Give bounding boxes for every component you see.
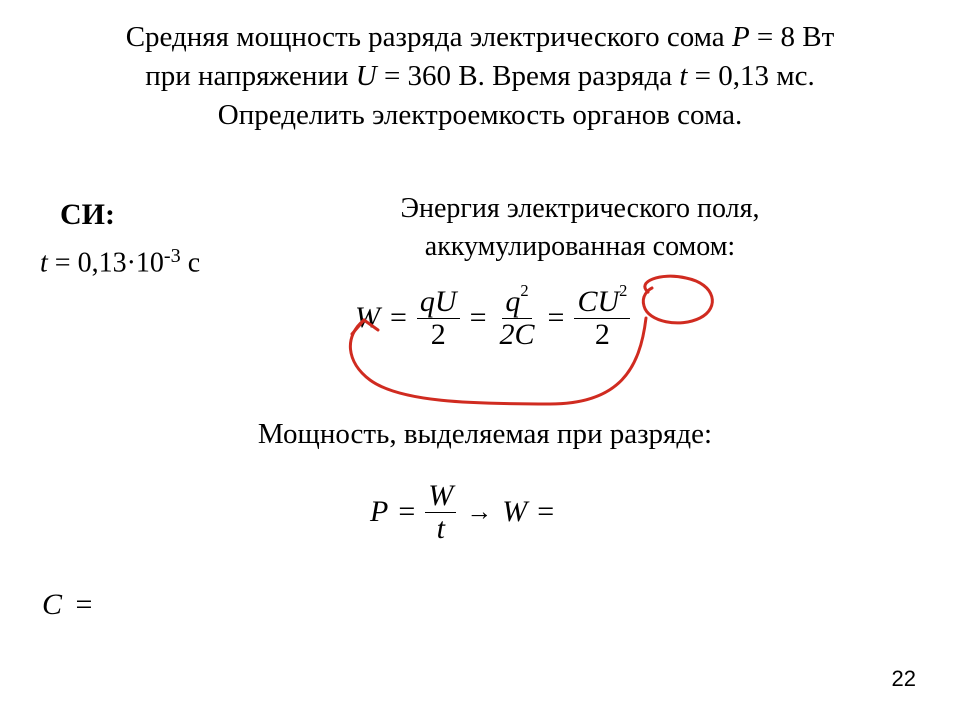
var-W: W — [355, 301, 380, 335]
equals: = — [537, 495, 554, 529]
denominator: 2 — [428, 319, 449, 351]
capacitance-line: C = — [42, 588, 92, 622]
var-t: t — [40, 247, 48, 278]
text: = 0,13·10 — [48, 247, 164, 278]
arrow-icon: → — [466, 497, 492, 527]
var-U: U — [356, 60, 377, 92]
si-value: t = 0,13·10-3 с — [40, 244, 200, 279]
var-P: P — [370, 495, 388, 529]
text: Средняя мощность разряда электрического … — [126, 21, 732, 53]
numerator: CU2 — [574, 286, 630, 319]
text: = 8 Вт — [750, 21, 835, 53]
unit: с — [181, 247, 200, 278]
page-number: 22 — [892, 666, 916, 692]
text: при напряжении — [145, 60, 356, 92]
text: Определить электроемкость органов сома. — [218, 99, 742, 131]
equals: = — [398, 495, 415, 529]
text: аккумулированная сомом: — [425, 231, 735, 262]
equals: = — [470, 301, 487, 335]
fraction-q2-2C: q2 2C — [497, 286, 538, 350]
numerator: qU — [417, 286, 460, 319]
var-P: P — [732, 21, 750, 53]
text: = 0,13 мс. — [687, 60, 814, 92]
power-equation: P = W t → W = — [370, 480, 554, 544]
fraction-CU2-2: CU2 2 — [574, 286, 630, 350]
fraction-W-t: W t — [425, 480, 456, 544]
equals: = — [548, 301, 565, 335]
denominator: t — [434, 513, 448, 545]
text: = 360 В. Время разряда — [377, 60, 680, 92]
numerator: W — [425, 480, 456, 513]
energy-caption: Энергия электрического поля, аккумулиров… — [300, 190, 860, 266]
power-caption: Мощность, выделяемая при разряде: — [175, 418, 795, 451]
equals: = — [76, 588, 93, 621]
energy-equation: W = qU 2 = q2 2C = CU2 2 — [355, 286, 630, 350]
var-W: W — [502, 495, 527, 529]
denominator: 2C — [497, 319, 538, 351]
equals: = — [390, 301, 407, 335]
text: Энергия электрического поля, — [400, 193, 759, 224]
problem-statement: Средняя мощность разряда электрического … — [28, 18, 932, 135]
fraction-qU-2: qU 2 — [417, 286, 460, 350]
exponent: -3 — [164, 245, 181, 267]
si-heading: СИ: — [60, 198, 115, 232]
denominator: 2 — [592, 319, 613, 351]
physics-slide: Средняя мощность разряда электрического … — [0, 0, 960, 720]
var-C: C — [42, 588, 62, 621]
numerator: q2 — [502, 286, 531, 319]
